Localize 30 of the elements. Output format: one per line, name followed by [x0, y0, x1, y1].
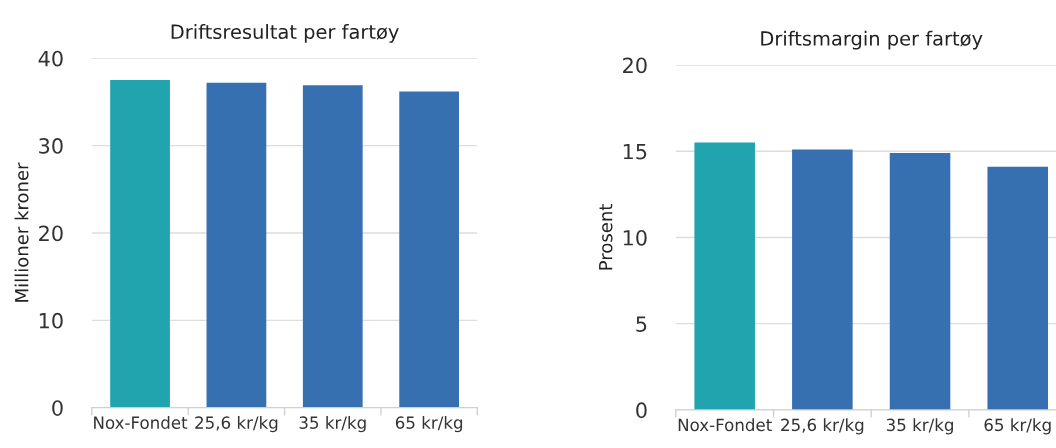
y-tick-label: 20	[623, 57, 647, 74]
x-tick-label: 35 kr/kg	[299, 416, 366, 433]
bar	[302, 85, 363, 408]
chart-title: Driftsmargin per fartøy	[761, 30, 983, 50]
y-tick-label: 40	[38, 50, 63, 67]
bar	[889, 152, 951, 410]
bar	[694, 142, 755, 410]
x-tick-label: 25,6 kr/kg	[781, 418, 864, 435]
y-tick-label: 5	[636, 316, 647, 332]
x-tick-label: 65 kr/kg	[395, 416, 463, 433]
y-tick-label: 0	[636, 402, 647, 419]
y-tick-label: 10	[623, 229, 647, 246]
bar	[399, 91, 459, 408]
x-tick-label: Nox-Fondet	[678, 418, 772, 432]
x-tick-label: 65 kr/kg	[984, 418, 1051, 435]
x-tick-label: 25,6 kr/kg	[195, 416, 278, 433]
bar	[206, 82, 267, 408]
x-tick-label: 35 kr/kg	[886, 418, 953, 435]
y-tick-label: 20	[39, 225, 63, 242]
bar	[792, 149, 853, 410]
bar	[987, 166, 1048, 410]
x-tick-label: Nox-Fondet	[94, 416, 188, 429]
y-axis-title: Prosent	[599, 204, 613, 270]
bar	[110, 80, 170, 408]
y-tick-label: 15	[623, 143, 647, 160]
y-tick-label: 10	[39, 312, 63, 329]
chart-title: Driftsresultat per fartøy	[171, 24, 399, 43]
y-tick-label: 30	[39, 138, 63, 154]
y-axis-title: Millioner kroner	[14, 162, 29, 302]
y-tick-label: 0	[52, 400, 63, 416]
